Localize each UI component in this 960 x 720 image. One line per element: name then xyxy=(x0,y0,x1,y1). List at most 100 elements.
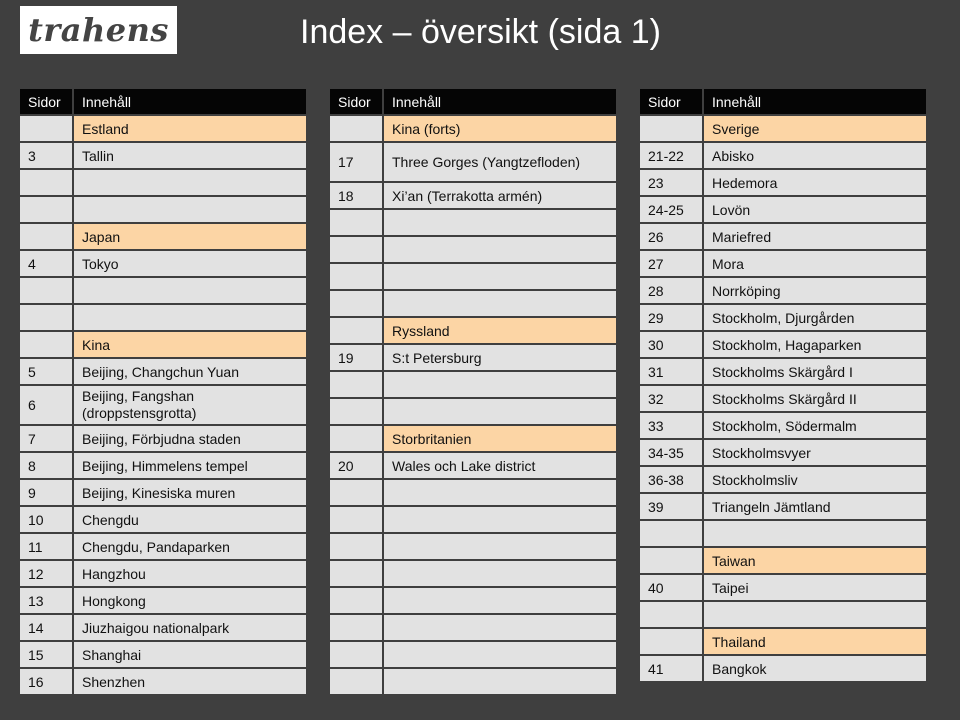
content-cell: Stockholmsvyer xyxy=(704,440,926,465)
content-cell: Beijing, Förbjudna staden xyxy=(74,426,306,451)
content-cell: Stockholm, Södermalm xyxy=(704,413,926,438)
table-row xyxy=(20,197,306,222)
content-cell xyxy=(384,210,616,235)
page-cell xyxy=(640,548,702,573)
content-cell: Jiuzhaigou nationalpark xyxy=(74,615,306,640)
content-cell: Hedemora xyxy=(704,170,926,195)
page-title: Index – översikt (sida 1) xyxy=(300,13,661,51)
page-cell xyxy=(640,602,702,627)
table-row: 14 Jiuzhaigou nationalpark xyxy=(20,615,306,640)
header-row: Sidor Innehåll xyxy=(640,89,926,114)
page-cell xyxy=(330,399,382,424)
content-cell: Tokyo xyxy=(74,251,306,276)
content-cell xyxy=(384,588,616,613)
page-cell: 41 xyxy=(640,656,702,681)
page-cell: 8 xyxy=(20,453,72,478)
table-row: 34-35 Stockholmsvyer xyxy=(640,440,926,465)
page-cell: 13 xyxy=(20,588,72,613)
category-row: Estland xyxy=(20,116,306,141)
content-cell: Stockholms Skärgård I xyxy=(704,359,926,384)
trahens-logo: trahens xyxy=(20,6,177,54)
content-cell: Stockholm, Hagaparken xyxy=(704,332,926,357)
category-cell: Kina (forts) xyxy=(384,116,616,141)
page-cell: 7 xyxy=(20,426,72,451)
content-cell: Norrköping xyxy=(704,278,926,303)
category-cell: Ryssland xyxy=(384,318,616,343)
table-row: 4 Tokyo xyxy=(20,251,306,276)
page-cell: 29 xyxy=(640,305,702,330)
content-cell xyxy=(384,291,616,316)
table-row xyxy=(330,588,616,613)
content-cell: Beijing, Fangshan (droppstensgrotta) xyxy=(74,386,306,424)
page-cell xyxy=(640,116,702,141)
index-table-3: Sidor Innehåll Sverige 21-22 Abisko 23 Hedem… xyxy=(638,87,928,683)
header-pages: Sidor xyxy=(640,89,702,114)
page-cell: 9 xyxy=(20,480,72,505)
content-cell: Mora xyxy=(704,251,926,276)
category-cell: Thailand xyxy=(704,629,926,654)
page-cell xyxy=(330,372,382,397)
content-cell: Hangzhou xyxy=(74,561,306,586)
header-row: Sidor Innehåll xyxy=(20,89,306,114)
table-row: 32 Stockholms Skärgård II xyxy=(640,386,926,411)
content-cell: Beijing, Changchun Yuan xyxy=(74,359,306,384)
page-cell xyxy=(330,291,382,316)
table-row xyxy=(20,305,306,330)
page-cell xyxy=(640,521,702,546)
page-cell: 34-35 xyxy=(640,440,702,465)
table-row: 18 Xi’an (Terrakotta armén) xyxy=(330,183,616,208)
table-row xyxy=(640,602,926,627)
page-cell: 39 xyxy=(640,494,702,519)
page-cell xyxy=(330,588,382,613)
table-row: 12 Hangzhou xyxy=(20,561,306,586)
category-row: Ryssland xyxy=(330,318,616,343)
page-cell xyxy=(330,480,382,505)
content-cell: S:t Petersburg xyxy=(384,345,616,370)
table-row: 24-25 Lovön xyxy=(640,197,926,222)
category-cell: Storbritanien xyxy=(384,426,616,451)
page-cell: 33 xyxy=(640,413,702,438)
content-cell xyxy=(384,669,616,694)
content-cell: Triangeln Jämtland xyxy=(704,494,926,519)
content-cell xyxy=(384,399,616,424)
table-row xyxy=(330,561,616,586)
table-row: 19 S:t Petersburg xyxy=(330,345,616,370)
page-cell xyxy=(20,305,72,330)
content-cell xyxy=(74,278,306,303)
page-cell xyxy=(640,629,702,654)
page-cell xyxy=(330,237,382,262)
content-cell: Bangkok xyxy=(704,656,926,681)
content-cell: Shenzhen xyxy=(74,669,306,694)
content-cell: Chengdu, Pandaparken xyxy=(74,534,306,559)
page-cell xyxy=(330,642,382,667)
index-table-2: Sidor Innehåll Kina (forts) 17 Three Gorge… xyxy=(328,87,618,696)
table-row: 9 Beijing, Kinesiska muren xyxy=(20,480,306,505)
table-row xyxy=(20,170,306,195)
content-cell xyxy=(704,521,926,546)
header-pages: Sidor xyxy=(330,89,382,114)
table-row: 5 Beijing, Changchun Yuan xyxy=(20,359,306,384)
content-cell xyxy=(384,642,616,667)
table-row xyxy=(330,642,616,667)
category-row: Kina (forts) xyxy=(330,116,616,141)
page-cell: 4 xyxy=(20,251,72,276)
table-row: 20 Wales och Lake district xyxy=(330,453,616,478)
page-cell: 11 xyxy=(20,534,72,559)
table-row xyxy=(640,521,926,546)
category-row: Thailand xyxy=(640,629,926,654)
category-cell: Taiwan xyxy=(704,548,926,573)
page-cell: 18 xyxy=(330,183,382,208)
page-cell: 5 xyxy=(20,359,72,384)
page-cell: 15 xyxy=(20,642,72,667)
header-pages: Sidor xyxy=(20,89,72,114)
table-row: 28 Norrköping xyxy=(640,278,926,303)
content-cell xyxy=(74,197,306,222)
table-body: Estland 3 Tallin Japan 4 Tokyo Kina 5 Beijing, C… xyxy=(20,116,306,694)
table-row: 36-38 Stockholmsliv xyxy=(640,467,926,492)
table-row xyxy=(330,399,616,424)
table-row: 39 Triangeln Jämtland xyxy=(640,494,926,519)
page-cell: 36-38 xyxy=(640,467,702,492)
category-cell: Sverige xyxy=(704,116,926,141)
content-cell: Mariefred xyxy=(704,224,926,249)
content-cell xyxy=(384,480,616,505)
